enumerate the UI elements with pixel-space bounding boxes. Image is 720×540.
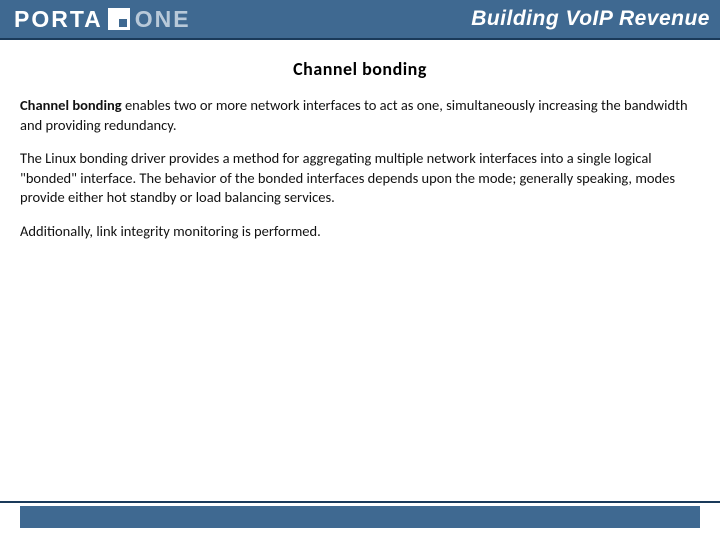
paragraph-2: The Linux bonding driver provides a meth… [20, 149, 700, 208]
tagline: Building VoIP Revenue [471, 7, 710, 31]
logo-text-porta: PORTA [14, 6, 103, 33]
para1-bold: Channel bonding [20, 96, 122, 114]
footer-bar [20, 506, 700, 528]
content-area: Channel bonding Channel bonding enables … [0, 40, 720, 241]
footer [0, 501, 720, 540]
header-bar: PORTA ONE Building VoIP Revenue [0, 0, 720, 38]
paragraph-1: Channel bonding enables two or more netw… [20, 96, 700, 135]
body-text: Channel bonding enables two or more netw… [20, 96, 700, 241]
logo: PORTA ONE [14, 6, 191, 33]
logo-square-icon [108, 8, 130, 30]
paragraph-3: Additionally, link integrity monitoring … [20, 222, 700, 242]
logo-text-one: ONE [135, 6, 191, 33]
page-title: Channel bonding [20, 58, 700, 80]
